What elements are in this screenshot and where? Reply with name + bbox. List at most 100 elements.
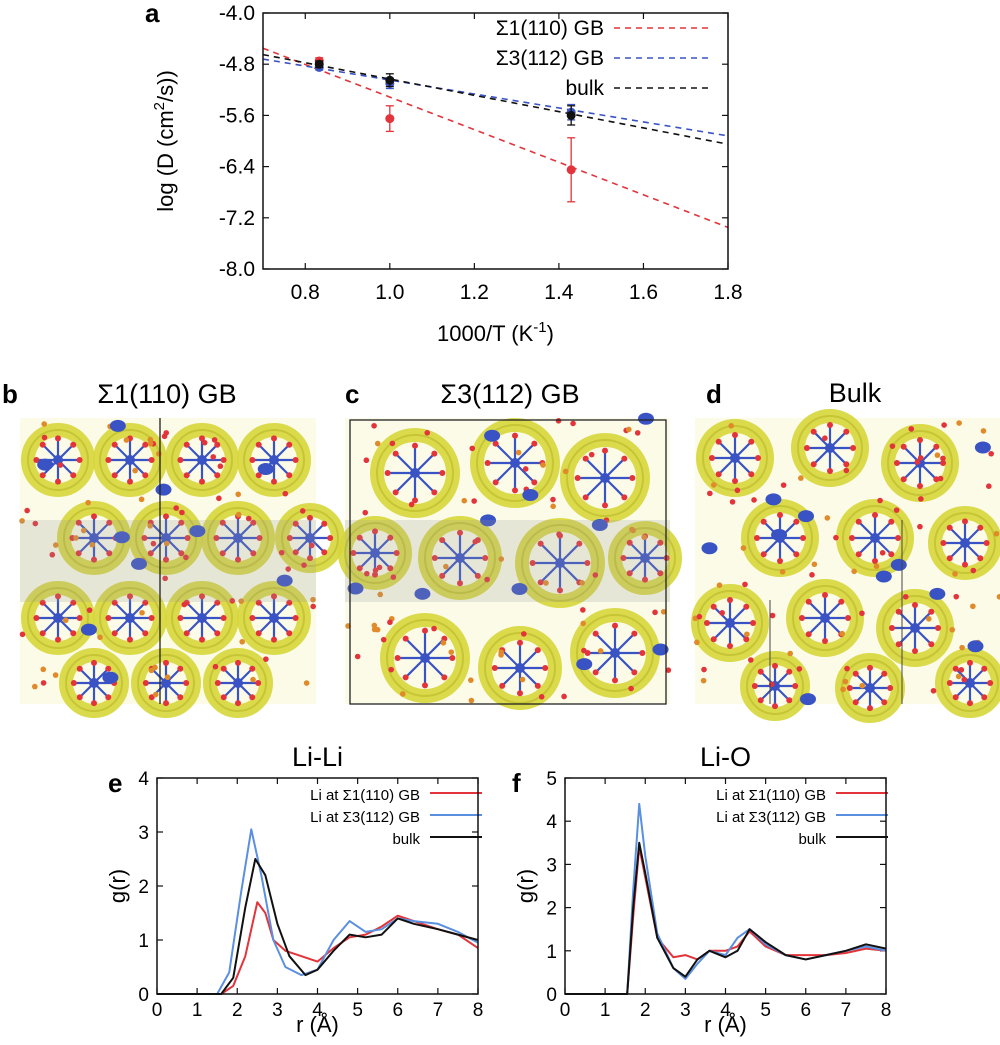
li-density-blob bbox=[875, 570, 892, 583]
oxygen-atom bbox=[710, 636, 717, 643]
oxygen-atom bbox=[256, 535, 263, 541]
oxygen-atom bbox=[147, 550, 154, 557]
oxygen-atom bbox=[286, 535, 293, 541]
oxygen-atom bbox=[39, 599, 46, 606]
oxygen-atom bbox=[183, 630, 190, 637]
fit-line bbox=[262, 53, 729, 145]
x-tick-label: 0.8 bbox=[291, 281, 320, 304]
y-tick-label: 0 bbox=[138, 985, 149, 1006]
oxygen-atom bbox=[111, 599, 118, 606]
oxygen-atom bbox=[255, 680, 262, 686]
atom bbox=[139, 609, 145, 616]
oxygen-atom bbox=[981, 694, 988, 701]
oxygen-atom bbox=[177, 665, 184, 672]
oxygen-atom bbox=[822, 591, 828, 598]
y-tick-label: -7.2 bbox=[219, 207, 255, 230]
atom bbox=[235, 511, 242, 518]
oxygen-atom bbox=[393, 550, 400, 556]
atom bbox=[362, 509, 369, 516]
metal-atom bbox=[89, 678, 99, 688]
metal-atom bbox=[197, 613, 207, 623]
atom bbox=[744, 631, 750, 638]
atom bbox=[377, 591, 384, 598]
isosurface-edge bbox=[386, 619, 464, 697]
legend-label: bulk bbox=[392, 831, 420, 848]
atom bbox=[629, 526, 635, 533]
oxygen-atom bbox=[582, 494, 589, 501]
legend-label: bulk bbox=[798, 831, 826, 848]
metal-atom bbox=[455, 553, 465, 563]
oxygen-atom bbox=[321, 549, 328, 556]
oxygen-atom bbox=[142, 441, 149, 448]
isosurface-edge bbox=[842, 505, 908, 571]
series-line bbox=[157, 858, 479, 995]
oxygen-atom bbox=[760, 518, 767, 525]
oxygen-atom bbox=[484, 460, 491, 466]
isosurface-edge bbox=[207, 507, 269, 569]
oxygen-atom bbox=[394, 655, 401, 661]
metal-atom bbox=[125, 613, 135, 623]
oxygen-atom bbox=[422, 627, 428, 634]
metal-atom bbox=[610, 648, 620, 658]
atom bbox=[163, 540, 170, 547]
atom bbox=[387, 619, 393, 626]
metal-atom bbox=[515, 663, 525, 673]
oxygen-atom bbox=[214, 599, 221, 606]
atom bbox=[285, 566, 291, 572]
atom bbox=[579, 580, 585, 586]
atom bbox=[364, 570, 370, 577]
oxygen-atom bbox=[631, 669, 638, 676]
metal-atom bbox=[197, 455, 207, 465]
atom bbox=[408, 501, 415, 508]
atom bbox=[19, 518, 25, 524]
li-density-blob bbox=[155, 483, 172, 496]
oxygen-atom bbox=[372, 571, 378, 578]
x-tick-label: 2 bbox=[640, 1000, 651, 1021]
li-density-blob bbox=[929, 587, 946, 600]
oxygen-atom bbox=[91, 513, 97, 520]
chart-title: Li-O bbox=[700, 742, 751, 772]
isosurface-edge bbox=[27, 429, 89, 491]
li-density-blob bbox=[113, 531, 130, 544]
oxygen-atom bbox=[850, 445, 857, 451]
atom bbox=[235, 491, 242, 498]
atom bbox=[959, 644, 965, 651]
atom bbox=[443, 563, 449, 570]
li-density-blob bbox=[765, 493, 782, 506]
oxygen-atom bbox=[822, 638, 828, 645]
fit-line bbox=[262, 58, 729, 137]
y-tick-label: 5 bbox=[546, 769, 557, 790]
oxygen-atom bbox=[895, 608, 902, 615]
oxygen-atom bbox=[183, 472, 190, 479]
oxygen-atom bbox=[387, 534, 394, 541]
structure-title-d: Bulk bbox=[829, 378, 882, 408]
metal-atom bbox=[865, 683, 875, 693]
oxygen-atom bbox=[249, 694, 256, 701]
oxygen-atom bbox=[977, 524, 984, 531]
oxygen-atom bbox=[91, 556, 97, 563]
oxygen-atom bbox=[900, 443, 907, 450]
y-tick-label: 3 bbox=[138, 823, 149, 844]
legend-label: Li at Σ3(112) GB bbox=[310, 809, 420, 826]
oxygen-atom bbox=[105, 457, 112, 463]
oxygen-atom bbox=[952, 694, 959, 701]
data-point bbox=[385, 75, 395, 85]
oxygen-atom bbox=[872, 511, 878, 518]
oxygen-atom bbox=[534, 647, 541, 654]
fit-line bbox=[262, 47, 729, 229]
atom bbox=[859, 682, 865, 689]
x-axis-label: r (Å) bbox=[296, 1012, 339, 1037]
legend-label: Li at Σ1(110) GB bbox=[716, 787, 826, 804]
x-tick-label: 4 bbox=[720, 1000, 731, 1021]
li-density-blob bbox=[890, 558, 907, 571]
atom bbox=[147, 440, 154, 447]
oxygen-atom bbox=[220, 457, 227, 463]
oxygen-atom bbox=[977, 555, 984, 562]
atom bbox=[955, 673, 962, 680]
oxygen-atom bbox=[39, 472, 46, 479]
atom bbox=[216, 495, 222, 502]
atom bbox=[282, 490, 289, 497]
atom bbox=[371, 422, 377, 429]
metal-atom bbox=[730, 453, 740, 463]
